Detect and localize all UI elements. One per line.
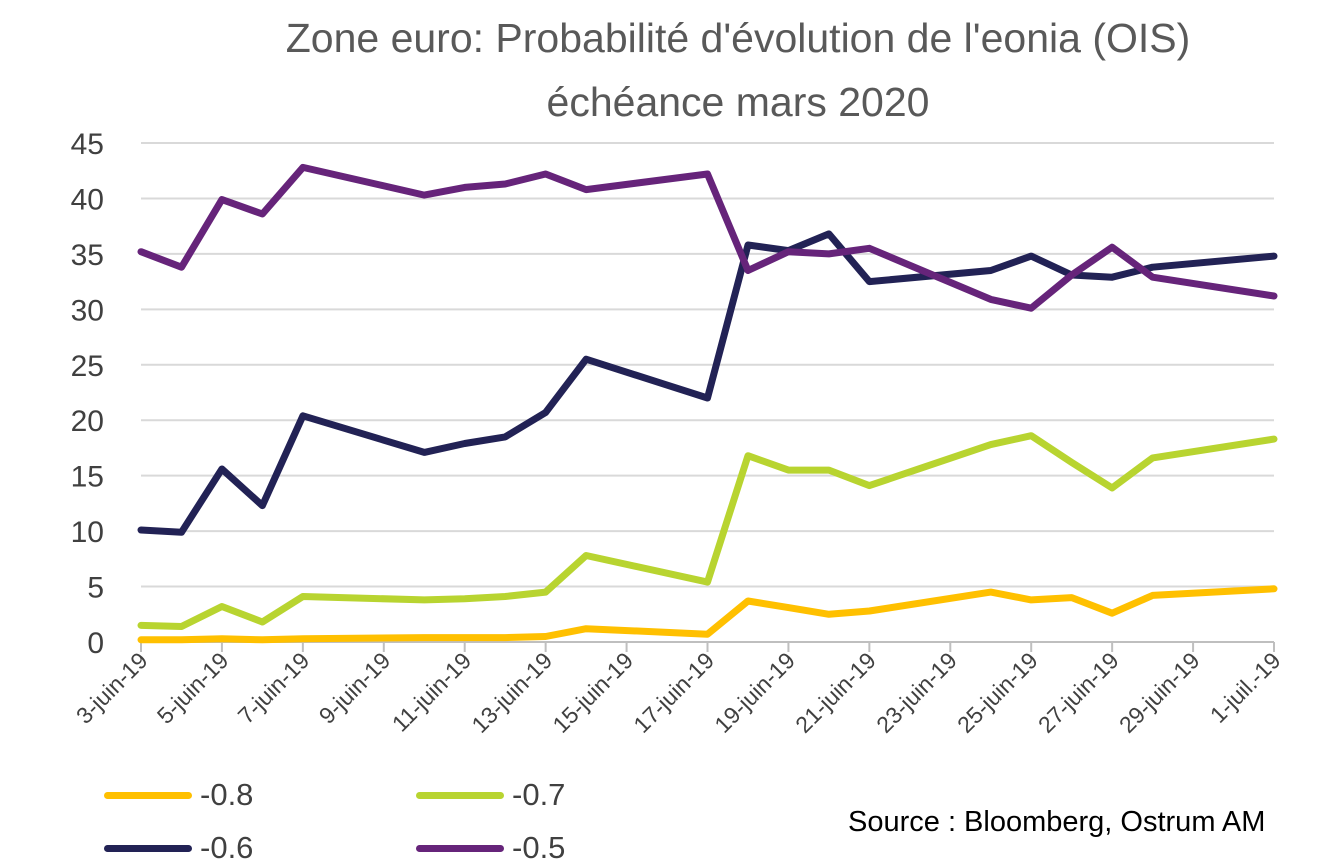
legend-label: -0.7 (512, 777, 566, 812)
source-note: Source : Bloomberg, Ostrum AM (848, 806, 1266, 838)
x-tick-labels: 3-juin-19 5-juin-19 7-juin-19 9-juin-1911-j… (71, 647, 1286, 738)
legend-swatch (416, 791, 504, 799)
legend-swatch (104, 791, 192, 799)
chart-title-line-1: Zone euro: Probabilité d'évolution de l'… (285, 15, 1191, 61)
series-lines (137, 163, 1278, 644)
legend-item: -0.7 (416, 775, 565, 815)
x-tick-label: 29-juin-19 (1114, 647, 1205, 738)
legend-swatch (104, 844, 192, 852)
legend-item: -0.6 (104, 828, 253, 868)
chart-title-line-2: échéance mars 2020 (546, 79, 930, 125)
y-tick-label: 5 (87, 572, 104, 605)
x-tick-label: 1-juil.-19 (1205, 647, 1286, 728)
x-tick-label: 17-juin-19 (628, 647, 719, 738)
y-tick-label: 15 (71, 461, 104, 494)
series-line (137, 432, 1278, 630)
x-tick-label: 11-juin-19 (387, 647, 477, 737)
x-tick-label: 19-juin-19 (709, 647, 800, 738)
y-tick-label: 35 (71, 239, 104, 272)
gridlines (141, 142, 1274, 588)
y-tick-label: 10 (71, 516, 104, 549)
y-tick-label: 45 (71, 128, 104, 161)
x-tick-label: 15-juin-19 (547, 647, 638, 738)
x-tick-label: 9-juin-19 (314, 647, 396, 729)
series-line (137, 585, 1278, 644)
y-tick-label: 30 (71, 294, 104, 327)
series-line (137, 163, 1278, 312)
legend-label: -0.6 (200, 830, 254, 865)
x-tick-label: 7-juin-19 (233, 647, 315, 729)
y-axis: 0 5 10 15 20 25 30 35 40 45 (71, 128, 104, 660)
y-tick-label: 40 (71, 183, 104, 216)
legend-swatch (416, 844, 504, 852)
x-tick-label: 13-juin-19 (466, 647, 557, 738)
x-tick-label: 5-juin-19 (152, 647, 234, 729)
series-line (137, 230, 1278, 536)
legend-label: -0.8 (200, 777, 254, 812)
x-tick-label: 21-juin-19 (790, 647, 881, 738)
legend-item: -0.8 (104, 775, 253, 815)
legend-item: -0.5 (416, 828, 565, 868)
x-tick-label: 25-juin-19 (952, 647, 1043, 738)
x-tick-label: 27-juin-19 (1033, 647, 1124, 738)
x-axis (140, 641, 1275, 652)
x-tick-label: 3-juin-19 (71, 647, 153, 729)
y-tick-label: 20 (71, 405, 104, 438)
y-tick-label: 0 (87, 627, 104, 660)
legend-label: -0.5 (512, 830, 566, 865)
x-tick-label: 23-juin-19 (871, 647, 962, 738)
y-tick-label: 25 (71, 350, 104, 383)
